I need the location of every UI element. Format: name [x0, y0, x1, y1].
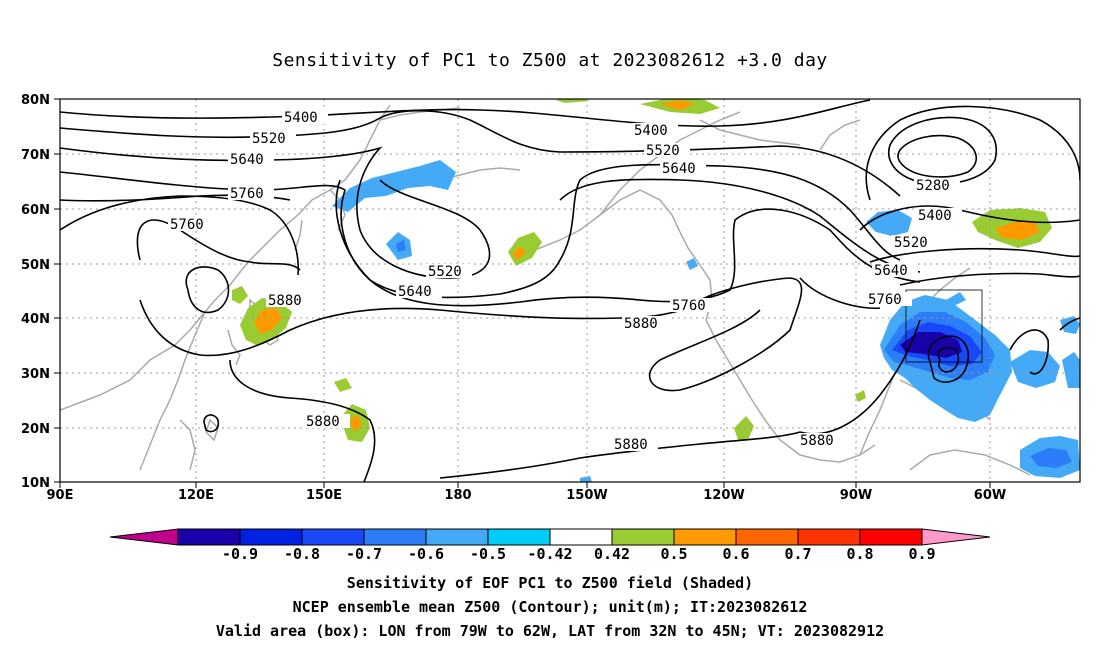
lat-label: 40N	[21, 312, 50, 327]
lat-label: 20N	[21, 422, 50, 437]
lat-label: 50N	[21, 258, 50, 273]
colorbar-bin	[735, 528, 799, 546]
lat-label: 80N	[21, 93, 50, 108]
map-frame	[59, 98, 1081, 483]
shade-positive-dateline	[508, 232, 542, 266]
map-plot-area	[60, 99, 1080, 482]
colorbar-bin	[859, 528, 923, 546]
colorbar-label: 0.8	[846, 545, 873, 563]
contour-label: 5280	[916, 178, 950, 194]
contour-label: 5760	[672, 298, 706, 314]
axis-ticks	[54, 98, 991, 488]
lon-label: 90W	[840, 488, 872, 503]
shade-positive-20n-core	[350, 414, 362, 432]
lon-label: 180	[444, 488, 471, 503]
contour-label: 5520	[894, 235, 928, 251]
contour-label: 5640	[662, 161, 696, 177]
colorbar-label: -0.8	[284, 545, 320, 563]
colorbar-label: 0.7	[784, 545, 811, 563]
contour-label: 5760	[170, 217, 204, 233]
valid-area-box	[905, 289, 983, 363]
gridlines	[60, 99, 1080, 482]
colorbar-label: 0.6	[722, 545, 749, 563]
contour-label: 5400	[284, 110, 318, 126]
shade-negative-dot3	[946, 292, 966, 306]
colorbar-bin	[425, 528, 489, 546]
colorbar-bin	[673, 528, 737, 546]
colorbar-bin	[239, 528, 303, 546]
contour-label: 5880	[624, 316, 658, 332]
colorbar-label: -0.42	[527, 545, 572, 563]
colorbar-label: -0.7	[346, 545, 382, 563]
shade-negative-greenland	[866, 210, 912, 236]
lat-label: 70N	[21, 148, 50, 163]
shade-negative-east	[1010, 350, 1060, 388]
figure-title: Sensitivity of PC1 to Z500 at 2023082612…	[272, 50, 828, 71]
contour-label: 5760	[868, 292, 902, 308]
colorbar: -0.9 -0.8 -0.7 -0.6 -0.5 -0.42 0.42 0.5 0.6 0.7 0.…	[109, 528, 991, 563]
contour-label: 5400	[634, 123, 668, 139]
contour-label: 5640	[398, 284, 432, 300]
shade-positive-kamchatka-sea	[232, 286, 248, 304]
colorbar-label: -0.6	[408, 545, 444, 563]
caption-line-1: Sensitivity of EOF PC1 to Z500 field (Sh…	[346, 574, 754, 592]
shade-positive-top2	[555, 99, 590, 103]
colorbar-label: 0.9	[908, 545, 935, 563]
lat-label: 60N	[21, 203, 50, 218]
shade-positive-top-core	[660, 100, 695, 110]
lon-label: 150E	[306, 488, 342, 503]
contour-label: 5880	[268, 293, 302, 309]
shade-positive-japan-core	[254, 308, 282, 334]
contour-label: 5760	[230, 186, 264, 202]
sensitivity-shading	[232, 99, 1080, 482]
caption-line-2: NCEP ensemble mean Z500 (Contour); unit(…	[292, 598, 808, 616]
shade-negative-east2	[1062, 352, 1080, 388]
shade-negative-okhotsk2-core	[396, 240, 406, 252]
lat-label: 10N	[21, 476, 50, 491]
colorbar-bin	[797, 528, 861, 546]
contour-label: 5640	[230, 152, 264, 168]
shade-positive-small	[334, 378, 352, 392]
lon-axis-labels: 90E 120E 150E 180 150W 120W 90W 60W	[47, 488, 1007, 503]
lon-label: 120E	[178, 488, 214, 503]
colorbar-bin	[549, 528, 613, 546]
colorbar-label: 0.5	[660, 545, 687, 563]
colorbar-label: 0.42	[594, 545, 630, 563]
shade-negative-okhotsk	[332, 160, 456, 212]
colorbar-min-arrow	[109, 528, 179, 546]
colorbar-label: -0.5	[470, 545, 506, 563]
shade-positive-dateline-core	[512, 246, 526, 260]
colorbar-bin	[363, 528, 427, 546]
contour-label: 5880	[306, 414, 340, 430]
colorbar-max-arrow	[921, 528, 991, 546]
caption-line-3: Valid area (box): LON from 79W to 62W, L…	[215, 622, 885, 640]
contour-label: 5640	[874, 263, 908, 279]
z500-contours	[60, 99, 1080, 482]
contour-labels: 5400 5520 5640 5760 5400 5520 5640 5760 …	[168, 110, 962, 453]
lon-label: 150W	[566, 488, 607, 503]
colorbar-bin	[177, 528, 241, 546]
contour-label: 5520	[646, 143, 680, 159]
shade-positive-atlantic-core	[995, 222, 1040, 240]
contour-label: 5520	[428, 264, 462, 280]
contour-label: 5520	[252, 131, 286, 147]
contour-label: 5880	[800, 433, 834, 449]
colorbar-bin	[301, 528, 365, 546]
lon-label: 60W	[974, 488, 1006, 503]
lon-label: 90E	[47, 488, 74, 503]
shade-negative-south-core	[1030, 448, 1072, 468]
colorbar-bin	[611, 528, 675, 546]
contour-label: 5400	[918, 208, 952, 224]
colorbar-bin	[487, 528, 551, 546]
shade-negative-dot2	[580, 476, 592, 482]
lon-label: 120W	[703, 488, 744, 503]
lat-axis-labels: 80N 70N 60N 50N 40N 30N 20N 10N	[21, 93, 50, 491]
shade-positive-pacific	[855, 390, 866, 402]
contour-label: 5880	[614, 437, 648, 453]
lat-label: 30N	[21, 367, 50, 382]
colorbar-label: -0.9	[222, 545, 258, 563]
